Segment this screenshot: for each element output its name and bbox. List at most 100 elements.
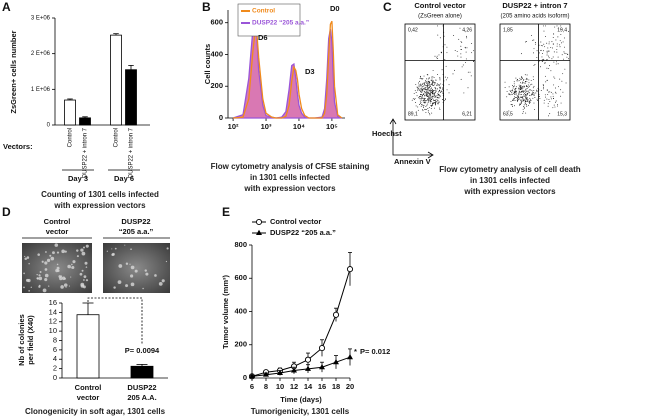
event-dot bbox=[566, 56, 568, 58]
event-dot bbox=[422, 104, 424, 106]
colony-speck bbox=[63, 283, 68, 287]
event-dot bbox=[509, 94, 511, 96]
event-dot bbox=[444, 76, 446, 78]
colony-speck bbox=[130, 274, 134, 278]
event-dot bbox=[423, 75, 425, 77]
event-dot bbox=[517, 99, 519, 101]
caption: Clonogenicity in soft agar, 1301 cells bbox=[25, 407, 166, 416]
event-dot bbox=[538, 52, 540, 54]
point bbox=[333, 359, 339, 365]
colony-speck bbox=[64, 250, 67, 253]
caption: Tumorigenicity, 1301 cells bbox=[251, 407, 350, 416]
event-dot bbox=[438, 102, 439, 104]
y-axis-label: per field (X40) bbox=[26, 315, 35, 365]
event-dot bbox=[421, 97, 422, 99]
event-dot bbox=[523, 79, 525, 81]
event-dot bbox=[553, 51, 555, 53]
event-dot bbox=[434, 82, 436, 84]
event-dot bbox=[563, 58, 564, 60]
event-dot bbox=[524, 94, 526, 96]
event-dot bbox=[417, 88, 419, 90]
event-dot bbox=[554, 77, 556, 79]
event-dot bbox=[430, 101, 432, 103]
event-dot bbox=[438, 97, 440, 98]
event-dot bbox=[426, 91, 428, 93]
colony-speck bbox=[130, 265, 135, 270]
event-dot bbox=[434, 95, 436, 97]
event-dot bbox=[436, 88, 438, 90]
event-dot bbox=[435, 79, 437, 81]
event-dot bbox=[540, 41, 542, 43]
event-dot bbox=[418, 97, 420, 99]
event-dot bbox=[431, 112, 433, 114]
colony-speck bbox=[45, 251, 47, 253]
event-dot bbox=[527, 92, 529, 94]
event-dot bbox=[544, 62, 546, 64]
colony-speck bbox=[71, 263, 73, 266]
colony-speck bbox=[83, 275, 87, 279]
event-dot bbox=[422, 78, 424, 80]
event-dot bbox=[465, 51, 467, 53]
event-dot bbox=[426, 109, 427, 110]
event-dot bbox=[421, 91, 423, 93]
event-dot bbox=[444, 59, 446, 60]
event-dot bbox=[562, 73, 564, 75]
event-dot bbox=[430, 105, 432, 107]
event-dot bbox=[473, 50, 475, 52]
x-tick-label: Control bbox=[68, 128, 74, 147]
event-dot bbox=[439, 37, 441, 39]
event-dot bbox=[432, 91, 434, 93]
event-dot bbox=[518, 87, 520, 89]
event-dot bbox=[429, 94, 431, 96]
event-dot bbox=[532, 91, 533, 93]
colony-speck bbox=[130, 282, 135, 287]
event-dot bbox=[559, 46, 561, 48]
event-dot bbox=[465, 58, 467, 60]
event-dot bbox=[446, 46, 448, 48]
event-dot bbox=[430, 79, 432, 81]
event-dot bbox=[426, 104, 428, 106]
colony-speck bbox=[145, 272, 149, 276]
event-dot bbox=[429, 89, 431, 91]
event-dot bbox=[524, 100, 526, 102]
event-dot bbox=[448, 84, 450, 86]
event-dot bbox=[419, 89, 421, 91]
event-dot bbox=[421, 104, 423, 105]
event-dot bbox=[553, 33, 555, 35]
colony-speck bbox=[79, 272, 83, 276]
event-dot bbox=[424, 100, 426, 101]
event-dot bbox=[436, 96, 438, 98]
event-dot bbox=[416, 87, 418, 89]
event-dot bbox=[523, 90, 524, 92]
event-dot bbox=[519, 103, 521, 105]
event-dot bbox=[418, 82, 419, 84]
event-dot bbox=[436, 57, 438, 59]
colony-speck bbox=[72, 260, 76, 264]
plot-title: DUSP22 + intron 7 bbox=[502, 1, 567, 10]
event-dot bbox=[511, 93, 513, 95]
event-dot bbox=[517, 101, 518, 102]
event-dot bbox=[521, 85, 523, 87]
event-dot bbox=[554, 106, 556, 108]
event-dot bbox=[524, 92, 526, 94]
event-dot bbox=[419, 98, 421, 100]
event-dot bbox=[431, 95, 433, 97]
colony-speck bbox=[70, 276, 72, 278]
point bbox=[277, 369, 283, 376]
event-dot bbox=[439, 90, 441, 92]
colony-speck bbox=[117, 280, 122, 285]
event-dot bbox=[557, 105, 558, 107]
event-dot bbox=[462, 64, 464, 66]
event-dot bbox=[423, 90, 425, 92]
event-dot bbox=[429, 82, 431, 84]
event-dot bbox=[419, 103, 421, 105]
event-dot bbox=[535, 43, 536, 45]
event-dot bbox=[522, 100, 524, 102]
event-dot bbox=[431, 105, 433, 107]
event-dot bbox=[514, 96, 515, 98]
event-dot bbox=[435, 104, 436, 106]
colony-speck bbox=[76, 249, 79, 252]
event-dot bbox=[528, 92, 530, 94]
event-dot bbox=[536, 98, 538, 100]
plot-title: (ZsGreen alone) bbox=[418, 14, 462, 20]
